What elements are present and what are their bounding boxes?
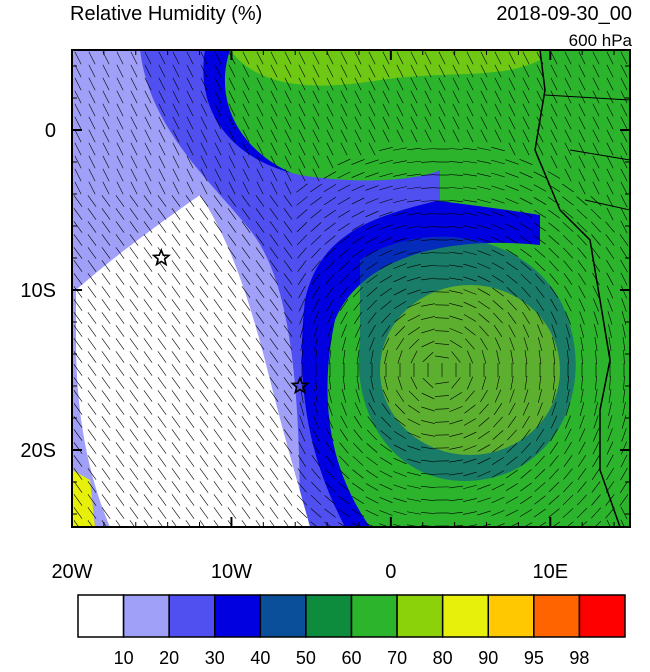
lon-tick-label: 10E	[532, 561, 568, 583]
colorbar-label: 70	[387, 648, 407, 667]
colorbar-label: 10	[114, 648, 134, 667]
lon-tick-label: 0	[385, 561, 396, 583]
colorbar-box	[352, 595, 398, 637]
colorbar-box	[397, 595, 443, 637]
colorbar-box	[169, 595, 215, 637]
colorbar-label: 30	[205, 648, 225, 667]
colorbar-label: 50	[296, 648, 316, 667]
lon-tick-label: 10W	[211, 561, 252, 583]
colorbar-box	[443, 595, 489, 637]
colorbar-box	[579, 595, 625, 637]
colorbar-label: 95	[524, 648, 544, 667]
colorbar-box	[488, 595, 534, 637]
colorbar-label: 90	[478, 648, 498, 667]
colorbar-box	[215, 595, 261, 637]
colorbar-label: 60	[341, 648, 361, 667]
lat-tick-label: 10S	[20, 280, 56, 302]
colorbar: 10 20 30 40 50 60 70 80 90 95 98	[78, 595, 625, 667]
level: 600 hPa	[569, 31, 633, 50]
lon-tick-label: 20W	[51, 561, 92, 583]
lat-tick-label: 0	[45, 120, 56, 142]
colorbar-box	[78, 595, 124, 637]
colorbar-label: 20	[159, 648, 179, 667]
title: Relative Humidity (%)	[70, 3, 262, 25]
colorbar-label: 40	[250, 648, 270, 667]
colorbar-box	[124, 595, 170, 637]
lat-tick-label: 20S	[20, 440, 56, 462]
colorbar-label: 98	[569, 648, 589, 667]
humidity-field	[72, 50, 630, 532]
colorbar-box	[306, 595, 352, 637]
colorbar-box	[260, 595, 306, 637]
date: 2018-09-30_00	[496, 3, 632, 25]
colorbar-label: 80	[433, 648, 453, 667]
colorbar-box	[534, 595, 580, 637]
